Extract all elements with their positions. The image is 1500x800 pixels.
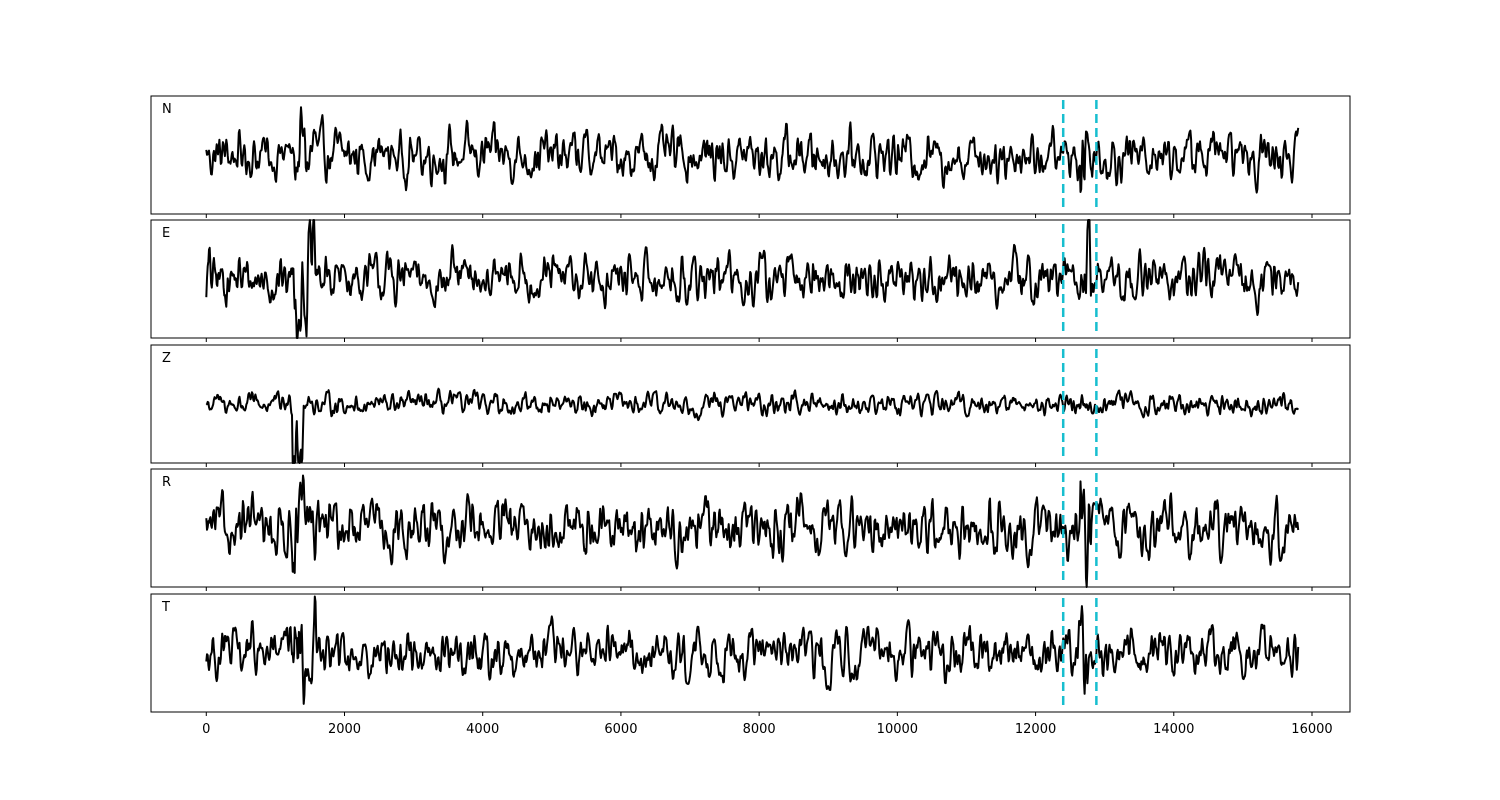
panel-frame-e bbox=[150, 219, 1351, 339]
x-tick-label-6: 12000 bbox=[1015, 722, 1056, 737]
trace-t bbox=[205, 595, 1300, 705]
panel-frame-t bbox=[150, 593, 1351, 713]
x-tick-label-2: 4000 bbox=[466, 722, 499, 737]
panel-n: N bbox=[150, 95, 1351, 218]
panels: N E Z R T bbox=[150, 95, 1351, 716]
panel-frame-r bbox=[150, 468, 1351, 588]
x-tick-label-7: 14000 bbox=[1153, 722, 1194, 737]
x-axis: 0 2000 4000 6000 8000 10000 12000 14000 16000 bbox=[202, 722, 1333, 737]
x-tick-label-5: 10000 bbox=[877, 722, 918, 737]
x-tick-label-4: 8000 bbox=[743, 722, 776, 737]
panel-label-n: N bbox=[162, 102, 172, 117]
panel-z: Z bbox=[150, 344, 1351, 467]
x-tick-label-8: 16000 bbox=[1291, 722, 1332, 737]
panel-e: E bbox=[150, 219, 1351, 342]
panel-label-z: Z bbox=[162, 351, 171, 366]
panel-r: R bbox=[150, 468, 1351, 591]
trace-r bbox=[205, 474, 1300, 588]
trace-z bbox=[205, 387, 1300, 464]
panel-t: T bbox=[150, 593, 1351, 716]
panel-label-t: T bbox=[161, 600, 170, 615]
panel-label-r: R bbox=[162, 475, 171, 490]
trace-n bbox=[205, 106, 1300, 194]
panel-label-e: E bbox=[162, 226, 170, 241]
x-tick-label-0: 0 bbox=[202, 722, 210, 737]
panel-frame-n bbox=[150, 95, 1351, 215]
x-tick-label-3: 6000 bbox=[604, 722, 637, 737]
trace-e bbox=[205, 219, 1300, 339]
x-tick-label-1: 2000 bbox=[328, 722, 361, 737]
panel-frame-z bbox=[150, 344, 1351, 464]
